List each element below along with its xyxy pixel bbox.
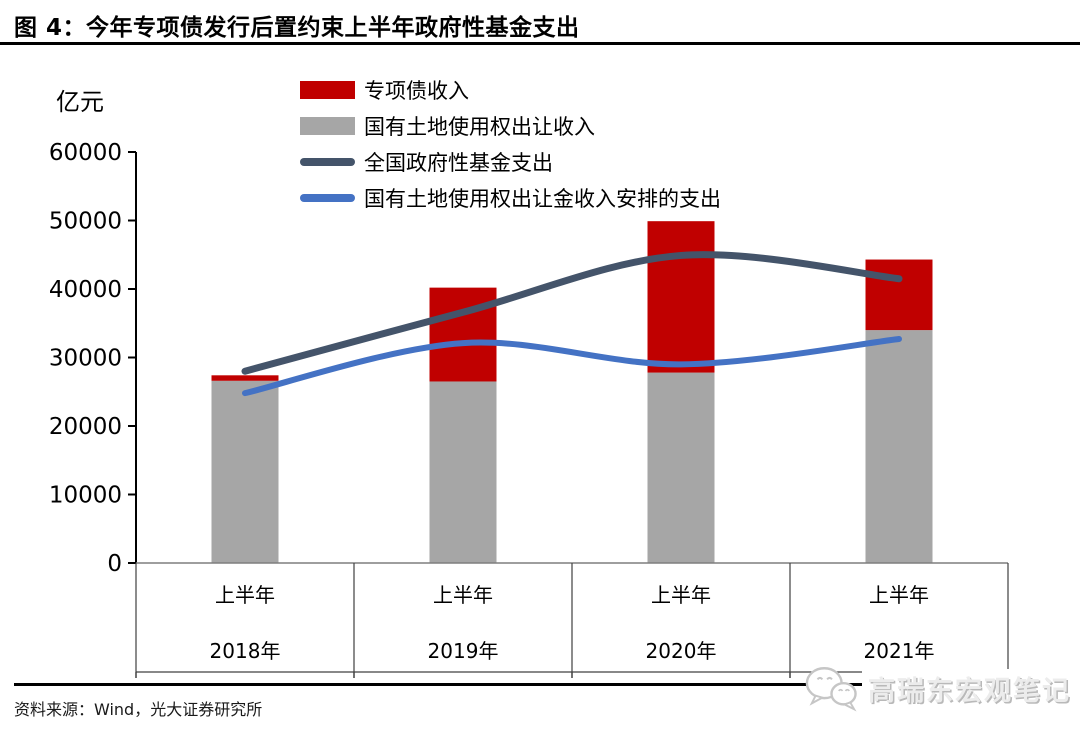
- watermark-text: 高瑞东宏观笔记: [862, 668, 1077, 708]
- legend-item-land-transfer-revenue: 国有土地使用权出让收入: [300, 108, 721, 144]
- y-tick-label: 30000: [49, 346, 122, 372]
- legend-swatch-blue-line: [300, 194, 355, 202]
- legend-item-govt-fund-expenditure: 全国政府性基金支出: [300, 144, 721, 180]
- bar-land-revenue-2021年: [865, 330, 933, 563]
- legend-label: 国有土地使用权出让收入: [364, 115, 595, 139]
- bar-land-revenue-2018年: [211, 380, 279, 563]
- title-underline: [0, 42, 1080, 45]
- x-label-period: 上半年: [433, 583, 493, 607]
- x-label-year: 2019年: [428, 639, 499, 663]
- legend-item-special-bond-revenue: 专项债收入: [300, 72, 721, 108]
- watermark: 高瑞东宏观笔记: [800, 662, 1077, 714]
- source-note: 资料来源：Wind，光大证券研究所: [14, 700, 263, 719]
- bar-special-bond-2019年: [429, 287, 497, 382]
- y-axis-unit-label: 亿元: [56, 88, 104, 116]
- line-land-income-expenditure: [242, 336, 902, 397]
- y-tick-label: 50000: [49, 209, 122, 235]
- legend-label: 专项债收入: [364, 79, 469, 103]
- legend-label: 全国政府性基金支出: [364, 151, 553, 175]
- legend-swatch-dark-line: [300, 158, 355, 166]
- y-tick-label: 10000: [49, 483, 122, 509]
- x-label-year: 2021年: [864, 639, 935, 663]
- legend-swatch-gray-bar: [300, 117, 355, 135]
- x-label-period: 上半年: [651, 583, 711, 607]
- legend-item-land-income-arranged-expenditure: 国有土地使用权出让金收入安排的支出: [300, 180, 721, 216]
- y-tick-label: 20000: [49, 414, 122, 440]
- bar-special-bond-2020年: [647, 221, 715, 373]
- y-tick-label: 0: [107, 551, 122, 577]
- line-govt-fund-expenditure: [241, 251, 903, 375]
- legend: 专项债收入 国有土地使用权出让收入 全国政府性基金支出 国有土地使用权出让金收入…: [300, 72, 721, 216]
- wechat-icon: [805, 667, 857, 712]
- legend-label: 国有土地使用权出让金收入安排的支出: [364, 187, 721, 211]
- x-label-period: 上半年: [215, 583, 275, 607]
- x-label-year: 2018年: [210, 639, 281, 663]
- footer-rule: [14, 683, 1066, 686]
- bar-land-revenue-2020年: [647, 372, 715, 563]
- figure-title: 图 4：今年专项债发行后置约束上半年政府性基金支出: [14, 15, 580, 41]
- legend-swatch-red-bar: [300, 81, 355, 99]
- x-label-period: 上半年: [869, 583, 929, 607]
- bar-special-bond-2018年: [211, 375, 279, 381]
- bar-special-bond-2021年: [865, 259, 933, 331]
- y-tick-label: 60000: [49, 140, 122, 166]
- bar-land-revenue-2019年: [429, 381, 497, 563]
- y-tick-label: 40000: [49, 277, 122, 303]
- x-label-year: 2020年: [646, 639, 717, 663]
